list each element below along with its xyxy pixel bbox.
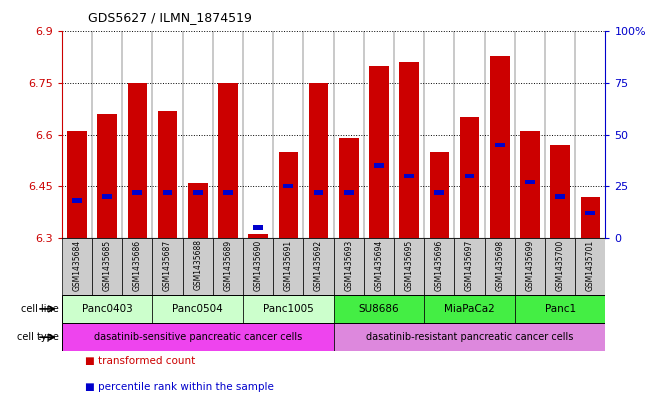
Text: GSM1435700: GSM1435700 bbox=[556, 239, 564, 291]
Text: Panc1005: Panc1005 bbox=[263, 304, 314, 314]
Bar bbox=[279, 152, 298, 238]
Bar bbox=[158, 110, 177, 238]
Bar bbox=[243, 295, 333, 323]
Bar bbox=[152, 238, 183, 295]
Text: GSM1435684: GSM1435684 bbox=[72, 239, 81, 290]
Bar bbox=[223, 190, 233, 195]
Text: ■ transformed count: ■ transformed count bbox=[85, 356, 195, 366]
Text: GSM1435695: GSM1435695 bbox=[405, 239, 413, 291]
Bar bbox=[62, 295, 152, 323]
Bar bbox=[102, 194, 112, 199]
Bar bbox=[98, 114, 117, 238]
Bar bbox=[339, 138, 359, 238]
Bar bbox=[399, 62, 419, 238]
Text: GSM1435688: GSM1435688 bbox=[193, 239, 202, 290]
Text: cell type: cell type bbox=[17, 332, 59, 342]
Bar bbox=[243, 238, 273, 295]
Text: GSM1435687: GSM1435687 bbox=[163, 239, 172, 290]
Bar bbox=[424, 295, 515, 323]
Bar bbox=[424, 238, 454, 295]
Bar bbox=[333, 323, 605, 351]
Text: GDS5627 / ILMN_1874519: GDS5627 / ILMN_1874519 bbox=[88, 11, 252, 24]
Bar bbox=[92, 238, 122, 295]
Bar bbox=[525, 180, 535, 184]
Bar bbox=[72, 198, 82, 203]
Text: Panc0403: Panc0403 bbox=[82, 304, 133, 314]
Text: GSM1435692: GSM1435692 bbox=[314, 239, 323, 290]
Bar bbox=[218, 83, 238, 238]
Bar bbox=[454, 238, 484, 295]
Bar bbox=[484, 238, 515, 295]
Bar bbox=[333, 238, 364, 295]
Bar bbox=[515, 238, 545, 295]
Text: Panc1: Panc1 bbox=[545, 304, 575, 314]
Text: GSM1435689: GSM1435689 bbox=[223, 239, 232, 290]
Bar bbox=[163, 190, 173, 195]
Bar bbox=[248, 234, 268, 238]
Bar bbox=[67, 131, 87, 238]
Bar bbox=[283, 184, 293, 188]
Bar bbox=[122, 238, 152, 295]
Text: GSM1435699: GSM1435699 bbox=[525, 239, 534, 291]
Bar bbox=[404, 174, 414, 178]
Bar bbox=[344, 190, 353, 195]
Bar bbox=[460, 118, 479, 238]
Text: dasatinib-resistant pancreatic cancer cells: dasatinib-resistant pancreatic cancer ce… bbox=[366, 332, 574, 342]
Bar bbox=[394, 238, 424, 295]
Bar bbox=[188, 183, 208, 238]
Bar bbox=[314, 190, 324, 195]
Bar bbox=[434, 190, 444, 195]
Bar bbox=[430, 152, 449, 238]
Bar bbox=[183, 238, 213, 295]
Text: ■ percentile rank within the sample: ■ percentile rank within the sample bbox=[85, 382, 273, 391]
Text: GSM1435697: GSM1435697 bbox=[465, 239, 474, 291]
Bar bbox=[128, 83, 147, 238]
Text: MiaPaCa2: MiaPaCa2 bbox=[444, 304, 495, 314]
Text: GSM1435685: GSM1435685 bbox=[103, 239, 111, 290]
Bar bbox=[132, 190, 143, 195]
Text: GSM1435693: GSM1435693 bbox=[344, 239, 353, 291]
Bar bbox=[303, 238, 333, 295]
Bar bbox=[364, 238, 394, 295]
Bar bbox=[550, 145, 570, 238]
Text: dasatinib-sensitive pancreatic cancer cells: dasatinib-sensitive pancreatic cancer ce… bbox=[94, 332, 302, 342]
Text: GSM1435694: GSM1435694 bbox=[374, 239, 383, 291]
Bar bbox=[152, 295, 243, 323]
Bar bbox=[62, 238, 92, 295]
Text: GSM1435701: GSM1435701 bbox=[586, 239, 595, 290]
Bar bbox=[545, 238, 575, 295]
Bar bbox=[581, 196, 600, 238]
Text: GSM1435691: GSM1435691 bbox=[284, 239, 293, 290]
Bar bbox=[253, 225, 263, 230]
Bar bbox=[575, 238, 605, 295]
Bar bbox=[490, 55, 510, 238]
Bar bbox=[515, 295, 605, 323]
Text: GSM1435696: GSM1435696 bbox=[435, 239, 444, 291]
Bar bbox=[62, 323, 333, 351]
Bar bbox=[193, 190, 202, 195]
Text: cell line: cell line bbox=[21, 304, 59, 314]
Text: GSM1435698: GSM1435698 bbox=[495, 239, 505, 290]
Bar bbox=[374, 163, 384, 168]
Bar bbox=[495, 143, 505, 147]
Text: Panc0504: Panc0504 bbox=[173, 304, 223, 314]
Bar bbox=[520, 131, 540, 238]
Text: GSM1435690: GSM1435690 bbox=[254, 239, 262, 291]
Text: SU8686: SU8686 bbox=[359, 304, 399, 314]
Bar bbox=[369, 66, 389, 238]
Bar bbox=[555, 194, 565, 199]
Bar bbox=[333, 295, 424, 323]
Bar bbox=[273, 238, 303, 295]
Bar bbox=[309, 83, 328, 238]
Bar bbox=[213, 238, 243, 295]
Bar bbox=[585, 211, 595, 215]
Text: GSM1435686: GSM1435686 bbox=[133, 239, 142, 290]
Bar bbox=[465, 174, 475, 178]
